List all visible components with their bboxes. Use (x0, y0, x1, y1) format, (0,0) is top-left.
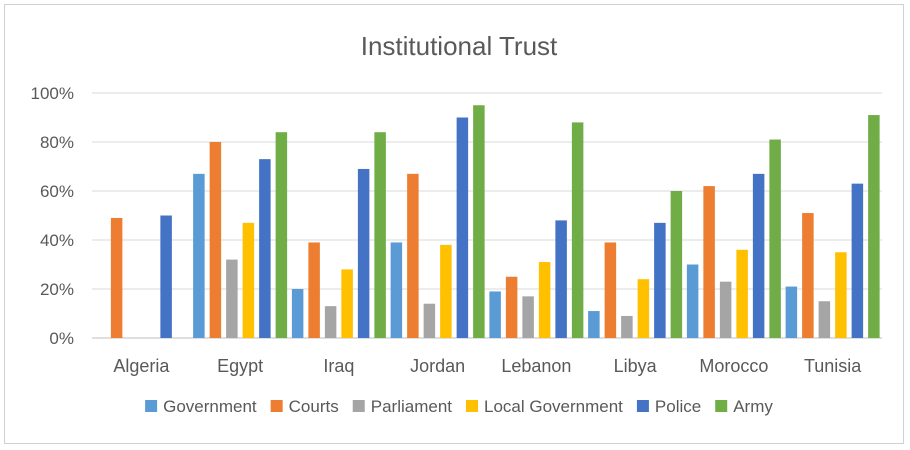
bar (226, 259, 238, 338)
legend: Government Courts Parliament Local Governme… (145, 397, 773, 416)
bar (752, 173, 765, 338)
legend-swatch (466, 400, 478, 412)
category-label: Algeria (113, 356, 170, 376)
legend-label: Local Government (484, 397, 623, 416)
legend-label: Government (163, 397, 257, 416)
y-axis-ticks: 0% 20% 40% 60% 80% 100% (31, 84, 74, 348)
bar (719, 281, 732, 338)
legend-label: Parliament (371, 397, 453, 416)
legend-label: Police (655, 397, 701, 416)
bar (160, 215, 172, 338)
bar (538, 262, 551, 338)
bar (835, 252, 847, 338)
chart-title: Institutional Trust (361, 31, 558, 61)
bar (341, 269, 353, 338)
legend-swatch (715, 400, 728, 412)
bar (818, 301, 831, 338)
bar (802, 213, 814, 338)
y-tick-label: 80% (40, 133, 74, 152)
legend-label: Army (733, 397, 773, 416)
bar (242, 222, 255, 338)
bar (785, 286, 798, 338)
bar (555, 220, 567, 338)
bar (473, 105, 485, 338)
bars (110, 105, 880, 339)
legend-swatch (352, 400, 365, 412)
bar (868, 115, 880, 338)
y-tick-label: 40% (40, 231, 74, 250)
legend-swatch (636, 400, 649, 412)
bar (275, 132, 288, 338)
category-labels: Algeria Egypt Iraq Jordan Lebanon Libya Morocc… (113, 356, 862, 376)
bar (670, 191, 683, 338)
bar (357, 168, 370, 338)
y-tick-label: 20% (40, 280, 74, 299)
bar (769, 139, 781, 338)
category-label: Tunisia (804, 356, 862, 376)
bar (209, 142, 222, 338)
y-tick-label: 60% (40, 182, 74, 201)
bar (324, 306, 337, 338)
bar (604, 242, 617, 338)
gridlines (92, 92, 882, 339)
bar (259, 159, 271, 338)
bar (440, 244, 452, 338)
bar (423, 303, 436, 338)
category-label: Jordan (410, 356, 465, 376)
bar (489, 291, 501, 338)
category-label: Libya (614, 356, 658, 376)
bar (522, 296, 534, 338)
bar (703, 186, 715, 338)
bar (110, 217, 123, 338)
legend-label: Courts (289, 397, 339, 416)
legend-swatch (270, 400, 283, 412)
category-label: Lebanon (501, 356, 571, 376)
legend-swatch (145, 400, 158, 412)
category-label: Iraq (323, 356, 354, 376)
bar (686, 264, 699, 338)
bar (637, 279, 650, 338)
bar (736, 249, 748, 338)
bar (193, 173, 205, 338)
bar (456, 117, 469, 338)
bar (621, 315, 633, 338)
y-tick-label: 100% (31, 84, 74, 103)
bar (851, 183, 864, 338)
category-label: Egypt (217, 356, 263, 376)
bar (291, 289, 304, 338)
bar (390, 242, 403, 338)
bar (588, 311, 600, 338)
category-label: Morocco (699, 356, 768, 376)
y-tick-label: 0% (49, 329, 74, 348)
bar (505, 276, 518, 338)
bar (407, 173, 419, 338)
bar (308, 242, 320, 338)
bar (374, 132, 386, 338)
bar (654, 222, 666, 338)
bar (571, 122, 584, 339)
